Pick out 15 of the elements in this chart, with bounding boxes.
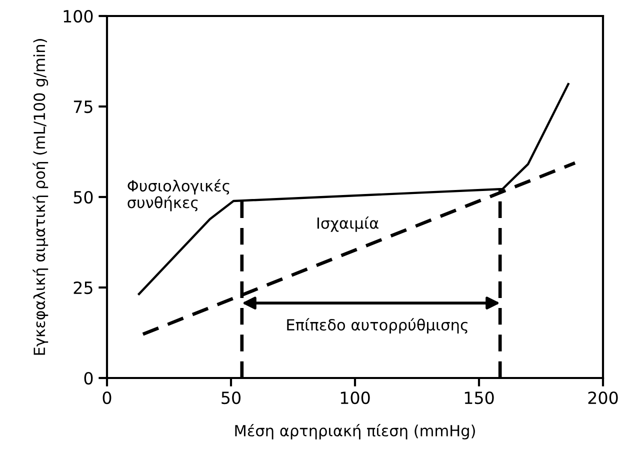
- x-tick-label: 0: [102, 391, 112, 404]
- annotation: Επίπεδο αυτορρύθμισης: [287, 318, 468, 334]
- x-tick-label: 50: [222, 391, 240, 404]
- x-axis-title: Μέση αρτηριακή πίεση (mmHg): [235, 424, 475, 440]
- x-tick-label: 100: [340, 391, 370, 404]
- y-tick-label: 100: [64, 10, 93, 23]
- y-tick-label: 50: [74, 190, 93, 204]
- x-tick-label: 150: [464, 391, 494, 404]
- x-tick-label: 200: [588, 391, 618, 404]
- y-axis-title: Εγκεφαλική αιματική ροή (mL/100 g/min): [32, 39, 48, 355]
- y-tick-label: 25: [74, 281, 92, 294]
- y-tick-label: 75: [74, 100, 92, 114]
- y-tick-label: 0: [84, 372, 93, 385]
- annotation: Ισχαιμία: [317, 216, 378, 232]
- annotation: Φυσιολογικές συνθήκες: [128, 179, 230, 212]
